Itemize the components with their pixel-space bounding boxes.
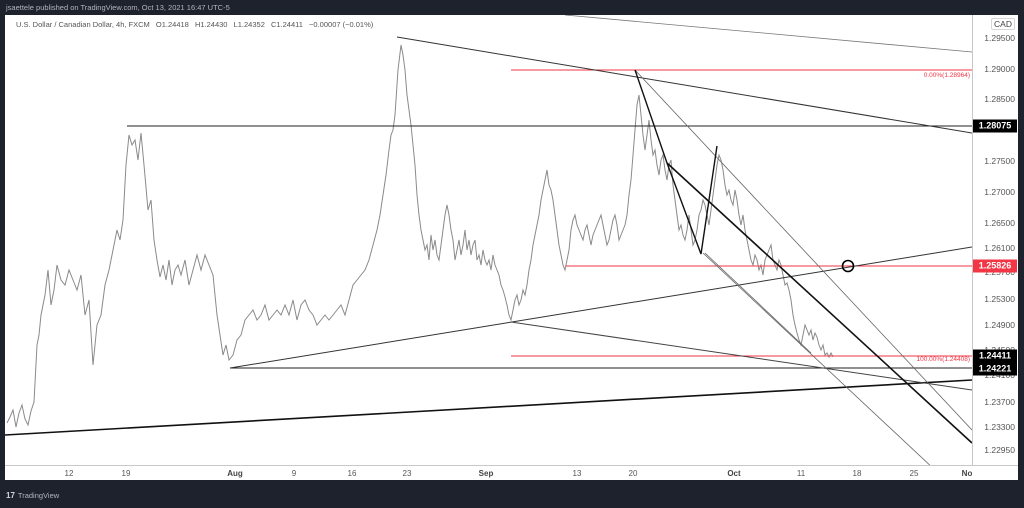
y-tick: 1.29500 [984,33,1015,43]
tradingview-logo-icon: 17 [6,491,15,500]
footer-brand: TradingView [17,491,60,500]
rising-trendline [229,246,972,369]
footer: 17 TradingView [6,491,59,500]
x-tick: 18 [852,469,862,478]
zigzag-pattern [634,69,718,255]
y-tick: 1.26100 [984,243,1015,253]
publisher-bar: jsaettele published on TradingView.com, … [6,3,230,12]
channel-lower-ext [704,252,812,354]
x-tick: 13 [572,469,582,478]
price-bars [6,44,834,428]
x-tick: 12 [64,469,74,478]
top-thin-line [564,15,972,53]
symbol-info: U.S. Dollar / Canadian Dollar, 4h, FXCM … [16,20,377,29]
ohlc-change: −0.00007 (−0.01%) [309,20,374,29]
falling-line-sep-low [510,321,972,391]
x-tick: 19 [121,469,131,478]
price-tag-1-28075: 1.28075 [973,119,1017,133]
y-tick: 1.28500 [984,94,1015,104]
x-tick: 23 [402,469,412,478]
price-axis[interactable]: CAD 1.29500 1.29000 1.28500 1.27500 1.27… [972,15,1019,465]
ohlc-open: O1.24418 [155,20,189,29]
ohlc-high: H1.24430 [194,20,228,29]
ohlc-low: L1.24352 [233,20,265,29]
bold-descending-trendline [666,162,972,444]
price-tag-1-25826: 1.25826 [973,259,1017,273]
price-tag-last-price: 1.24411 [973,349,1017,363]
y-tick: 1.29000 [984,64,1015,74]
y-tick: 1.23300 [984,422,1015,432]
y-tick: 1.27000 [984,187,1015,197]
x-tick: 25 [909,469,919,478]
y-tick: 1.26500 [984,218,1015,228]
symbol-name: U.S. Dollar / Canadian Dollar, 4h, FXCM [16,20,150,29]
y-tick: 1.22950 [984,445,1015,455]
y-tick: 1.23700 [984,397,1015,407]
upper-falling-trendline [396,36,972,134]
y-tick: 1.24900 [984,320,1015,330]
channel-lower [702,252,931,465]
fib-100-label: 100.00%(1.24408) [917,356,971,363]
x-tick: 16 [347,469,357,478]
price-plot[interactable]: 0.00%(1.28964) 100.00%(1.24408) [5,15,972,465]
time-axis[interactable]: 12 19 Aug 9 16 23 Sep 13 20 Oct 11 18 25… [5,465,1018,481]
y-tick: 1.25300 [984,294,1015,304]
chart-frame[interactable]: 0.00%(1.28964) 100.00%(1.24408) U.S. Dol… [5,15,1018,480]
channel-upper [634,69,972,431]
x-tick: 20 [628,469,638,478]
x-tick: 9 [291,469,297,478]
price-tag-1-24221: 1.24221 [973,362,1017,376]
x-tick: Oct [727,469,741,478]
x-tick: Sep [478,469,494,478]
y-tick: 1.27500 [984,156,1015,166]
target-circle-marker [841,259,855,273]
x-tick: 11 [796,469,806,478]
price-line [6,44,834,428]
x-tick: No [961,469,973,478]
fib-0-label: 0.00%(1.28964) [924,72,970,79]
currency-badge[interactable]: CAD [991,18,1015,30]
major-support-trendline [5,379,972,436]
ohlc-close: C1.24411 [270,20,303,29]
x-tick: Aug [227,469,243,478]
